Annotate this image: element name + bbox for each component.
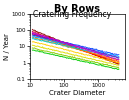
Y-axis label: N / Year: N / Year (4, 33, 10, 60)
Text: Cratering Frequency: Cratering Frequency (33, 10, 111, 19)
Title: By Rows: By Rows (54, 4, 100, 14)
X-axis label: Crater Diameter: Crater Diameter (49, 90, 106, 96)
